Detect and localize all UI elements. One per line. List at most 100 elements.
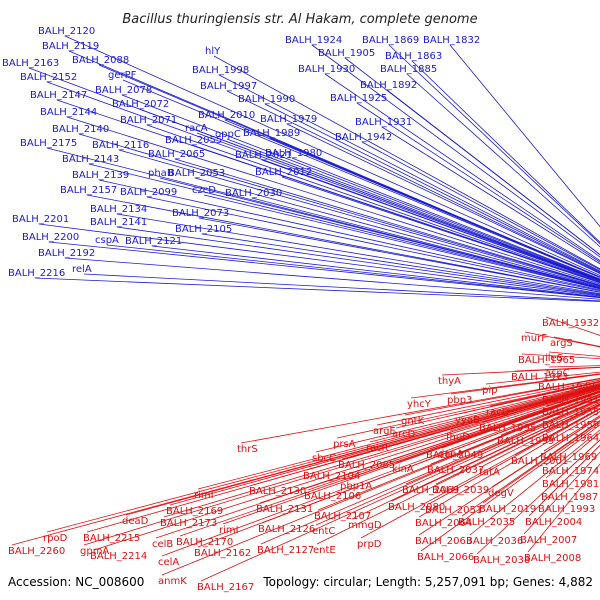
reverse-gene-label: BALH_2167 bbox=[197, 582, 254, 593]
forward-label-leader bbox=[64, 35, 600, 276]
reverse-label-leader bbox=[545, 404, 600, 433]
forward-gene-label: BALH_2141 bbox=[90, 217, 147, 228]
forward-gene-label: BALH_2010 bbox=[198, 110, 255, 121]
reverse-label-leader bbox=[545, 388, 600, 407]
forward-gene-label: phaB bbox=[148, 168, 174, 179]
forward-gene-label: BALH_1980 bbox=[265, 148, 322, 159]
reverse-label-leader bbox=[418, 411, 600, 518]
reverse-gene-label: BALH_1999 bbox=[497, 436, 554, 447]
forward-label-leader bbox=[78, 133, 600, 286]
reverse-label-leader bbox=[476, 439, 600, 555]
reverse-label-leader bbox=[469, 429, 600, 536]
reverse-gene-label: BALH_2126 bbox=[258, 524, 315, 535]
forward-gene-label: BALH_2121 bbox=[125, 236, 182, 247]
reverse-gene-label: BALH_2170 bbox=[176, 537, 233, 548]
forward-label-leader bbox=[226, 90, 600, 274]
forward-gene-label: BALH_2175 bbox=[20, 138, 77, 149]
reverse-gene-label: BALH_2039 bbox=[432, 485, 489, 496]
reverse-gene-label: BALH_1973 bbox=[511, 372, 568, 383]
forward-gene-label: BALH_2012 bbox=[255, 167, 312, 178]
forward-gene-label: BALH_2053 bbox=[168, 168, 225, 179]
reverse-gene-label: BALH_2131 bbox=[256, 504, 313, 515]
reverse-label-leader bbox=[93, 389, 600, 551]
reverse-label-leader bbox=[435, 403, 600, 485]
reverse-label-leader bbox=[449, 387, 600, 432]
reverse-label-leader bbox=[420, 422, 600, 552]
reverse-gene-label: BALH_2063 bbox=[415, 536, 472, 547]
map-title: Bacillus thuringiensis str. Al Hakam, co… bbox=[122, 12, 477, 27]
forward-label-leader bbox=[146, 196, 600, 292]
forward-gene-labels: BALH_2120 BALH_2119 BALH_2163 BALH_2088 gerP… bbox=[2, 26, 600, 302]
reverse-gene-label: BALH_2036 bbox=[466, 536, 523, 547]
reverse-gene-label: anmK bbox=[158, 576, 187, 587]
forward-label-leader bbox=[356, 102, 600, 263]
forward-gene-label: BALH_2152 bbox=[20, 72, 77, 83]
reverse-label-leader bbox=[360, 407, 600, 539]
reverse-label-leader bbox=[543, 415, 600, 452]
reverse-label-leader bbox=[307, 390, 600, 491]
forward-label-leader bbox=[194, 177, 600, 288]
forward-gene-label: BALH_2065 bbox=[148, 149, 205, 160]
forward-label-leader bbox=[48, 241, 600, 299]
forward-label-leader bbox=[406, 73, 600, 248]
forward-gene-label: hlY bbox=[205, 46, 221, 57]
forward-label-leader bbox=[381, 126, 600, 265]
reverse-gene-label: BALH_2019 bbox=[479, 504, 536, 515]
reverse-gene-label: murF bbox=[521, 333, 547, 344]
forward-gene-label: BALH_2163 bbox=[2, 58, 59, 69]
reverse-label-leader bbox=[482, 405, 600, 467]
forward-label-leader bbox=[361, 141, 600, 271]
reverse-label-leader bbox=[46, 384, 600, 533]
reverse-label-leader bbox=[545, 424, 600, 466]
reverse-gene-label: BALH_2008 bbox=[524, 553, 581, 564]
reverse-label-leader bbox=[548, 351, 600, 357]
forward-label-leader bbox=[122, 79, 600, 279]
reverse-gene-label: yhcY bbox=[407, 399, 432, 410]
forward-gene-label: BALH_2030 bbox=[225, 188, 282, 199]
forward-gene-label: BALH_1930 bbox=[298, 64, 355, 75]
reverse-label-leader bbox=[179, 391, 600, 537]
forward-gene-label: BALH_1892 bbox=[360, 80, 417, 91]
forward-gene-label: BALH_2120 bbox=[38, 26, 95, 37]
reverse-label-leader bbox=[485, 371, 600, 385]
forward-gene-label: BALH_2216 bbox=[8, 268, 65, 279]
reverse-label-leader bbox=[418, 416, 600, 536]
reverse-gene-label: ileS bbox=[545, 353, 563, 364]
forward-label-leader bbox=[88, 163, 600, 289]
reverse-gene-label: argS bbox=[550, 338, 573, 349]
reverse-gene-label: entE bbox=[313, 545, 336, 556]
reverse-label-leader bbox=[489, 381, 600, 407]
reverse-gene-label: pip bbox=[482, 385, 497, 396]
forward-gene-label: BALH_2105 bbox=[175, 224, 232, 235]
reverse-gene-label: arcD bbox=[392, 429, 416, 440]
reverse-label-leader bbox=[545, 316, 600, 336]
reverse-gene-label: BALH_2173 bbox=[160, 518, 217, 529]
reverse-label-leader bbox=[11, 385, 600, 546]
forward-gene-label: BALH_1905 bbox=[318, 48, 375, 59]
forward-label-leader bbox=[116, 213, 600, 295]
forward-label-leader bbox=[269, 137, 600, 278]
forward-gene-label: BALH_2021 bbox=[235, 150, 292, 161]
forward-gene-label: BALH_2078 bbox=[95, 85, 152, 96]
reverse-label-leader bbox=[548, 365, 600, 368]
reverse-gene-label: BALH_2035 bbox=[458, 517, 515, 528]
reverse-label-leader bbox=[197, 384, 600, 490]
forward-gene-label: BALH_2119 bbox=[42, 41, 99, 52]
forward-label-leader bbox=[201, 233, 600, 295]
reverse-label-leader bbox=[200, 400, 600, 582]
reverse-gene-label: BALH_1981 bbox=[542, 479, 599, 490]
reverse-label-leader bbox=[441, 367, 600, 376]
reverse-gene-label: aspC bbox=[545, 368, 570, 379]
reverse-gene-label: BALH_2066 bbox=[417, 552, 474, 563]
reverse-gene-label: BALH_2260 bbox=[8, 546, 65, 557]
reverse-gene-label: pbp1A bbox=[340, 481, 372, 492]
reverse-gene-label: BALH_1949 bbox=[538, 382, 595, 393]
forward-gene-label: BALH_2071 bbox=[120, 115, 177, 126]
forward-gene-label: BALH_2140 bbox=[52, 124, 109, 135]
reverse-gene-label: BALH_2051 bbox=[425, 505, 482, 516]
reverse-gene-label: BALH_2007 bbox=[520, 535, 577, 546]
reverse-label-leader bbox=[163, 387, 600, 518]
reverse-label-leader bbox=[527, 463, 600, 553]
forward-gene-label: BALH_1942 bbox=[335, 132, 392, 143]
